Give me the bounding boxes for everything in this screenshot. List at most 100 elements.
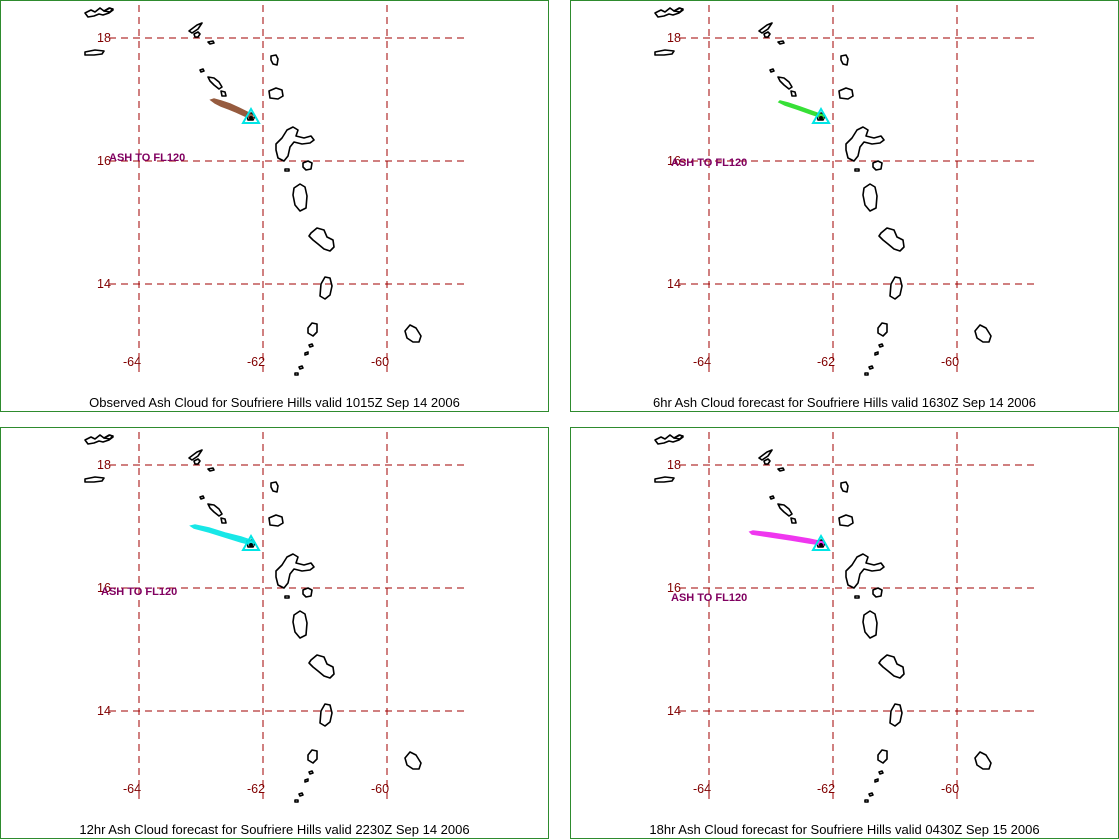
island-montserrat bbox=[246, 112, 256, 121]
longitude-label: -62 bbox=[247, 782, 265, 796]
island-anguilla bbox=[758, 22, 773, 34]
island-st-croix bbox=[84, 49, 105, 56]
longitude-label: -60 bbox=[941, 355, 959, 369]
island-montserrat bbox=[816, 539, 826, 548]
ash-plume-group bbox=[189, 524, 254, 546]
island-st-martin bbox=[763, 31, 771, 38]
island-marie-galante bbox=[302, 160, 313, 171]
island-barbuda bbox=[270, 54, 279, 66]
island-guadeloupe bbox=[845, 126, 885, 162]
island-st-vincent bbox=[307, 749, 318, 764]
island-st-vincent bbox=[307, 322, 318, 337]
island-anguilla bbox=[758, 449, 773, 461]
map-panel-6hr-forecast: 18 16 14 -64 -62 -60 ASH TO FL120 6hr Ash Cloud… bbox=[570, 0, 1119, 412]
island-grenadines-1 bbox=[304, 778, 309, 783]
island-les-saintes bbox=[284, 595, 290, 599]
island-guadeloupe bbox=[275, 553, 315, 589]
island-st-lucia bbox=[889, 703, 903, 727]
island-antigua bbox=[268, 87, 284, 100]
island-saba-eustatius bbox=[769, 495, 775, 500]
island-st-barthelemy bbox=[207, 467, 215, 472]
island-grenadines-1 bbox=[874, 351, 879, 356]
island-antigua bbox=[268, 514, 284, 527]
volcano-vent bbox=[819, 543, 823, 547]
panel-caption: 12hr Ash Cloud forecast for Soufriere Hi… bbox=[79, 822, 470, 837]
island-dominica bbox=[292, 610, 308, 639]
ash-plume bbox=[748, 530, 824, 546]
ash-plume-group bbox=[777, 100, 824, 120]
island-virgin-islands-east bbox=[673, 7, 684, 13]
island-st-lucia bbox=[319, 703, 333, 727]
longitude-label: -64 bbox=[693, 355, 711, 369]
volcano-vent bbox=[249, 116, 253, 120]
island-martinique bbox=[308, 227, 335, 252]
island-barbados bbox=[974, 751, 992, 770]
map-canvas: 18 16 14 -64 -62 -60 ASH TO FL120 bbox=[84, 432, 467, 803]
longitude-label: -64 bbox=[123, 782, 141, 796]
island-guadeloupe bbox=[275, 126, 315, 162]
latitude-label: 16 bbox=[97, 581, 111, 595]
ash-altitude-label: ASH TO FL120 bbox=[671, 592, 747, 604]
longitude-label: -64 bbox=[693, 782, 711, 796]
island-antigua bbox=[838, 87, 854, 100]
volcano-marker bbox=[241, 106, 261, 124]
ash-altitude-label: ASH TO FL120 bbox=[109, 152, 185, 164]
islands bbox=[654, 434, 992, 803]
island-dominica bbox=[292, 183, 308, 212]
ash-plume bbox=[189, 524, 254, 546]
island-st-vincent bbox=[877, 749, 888, 764]
latitude-label: 18 bbox=[667, 458, 681, 472]
island-martinique bbox=[878, 227, 905, 252]
island-st-croix bbox=[84, 476, 105, 483]
island-les-saintes bbox=[854, 168, 860, 172]
island-bequia bbox=[878, 770, 884, 775]
island-martinique bbox=[308, 654, 335, 679]
islands bbox=[84, 7, 422, 376]
latitude-label: 14 bbox=[667, 277, 681, 291]
island-barbuda bbox=[840, 481, 849, 493]
island-st-croix bbox=[654, 49, 675, 56]
longitude-label: -60 bbox=[371, 782, 389, 796]
island-martinique bbox=[878, 654, 905, 679]
island-montserrat bbox=[816, 112, 826, 121]
island-bequia bbox=[308, 343, 314, 348]
island-st-lucia bbox=[889, 276, 903, 300]
panel-caption: 6hr Ash Cloud forecast for Soufriere Hil… bbox=[653, 395, 1036, 410]
island-anguilla bbox=[188, 22, 203, 34]
ash-plume-group bbox=[209, 98, 255, 120]
island-marie-galante bbox=[872, 587, 883, 598]
volcano-marker bbox=[241, 533, 261, 551]
island-st-martin bbox=[763, 458, 771, 465]
island-marie-galante bbox=[302, 587, 313, 598]
island-st-kitts-nevis bbox=[777, 503, 797, 524]
island-virgin-islands-east bbox=[103, 7, 114, 13]
island-barbuda bbox=[840, 54, 849, 66]
map-panel-18hr-forecast: 18 16 14 -64 -62 -60 ASH TO FL120 18hr Ash Clou… bbox=[570, 427, 1119, 839]
island-grenadines-3 bbox=[294, 799, 299, 803]
island-les-saintes bbox=[284, 168, 290, 172]
island-st-barthelemy bbox=[207, 40, 215, 45]
island-dominica bbox=[862, 610, 878, 639]
ash-altitude-label: ASH TO FL120 bbox=[101, 586, 177, 598]
island-st-martin bbox=[193, 31, 201, 38]
volcano-vent bbox=[249, 543, 253, 547]
map-canvas: 18 16 14 -64 -62 -60 ASH TO FL120 bbox=[84, 5, 467, 376]
island-grenadines-2 bbox=[298, 792, 304, 797]
latitude-label: 16 bbox=[667, 154, 681, 168]
island-st-kitts-nevis bbox=[207, 76, 227, 97]
panel-caption: 18hr Ash Cloud forecast for Soufriere Hi… bbox=[649, 822, 1040, 837]
island-st-martin bbox=[193, 458, 201, 465]
ash-plume bbox=[209, 98, 255, 120]
islands bbox=[84, 434, 422, 803]
island-barbados bbox=[404, 751, 422, 770]
map-canvas: 18 16 14 -64 -62 -60 ASH TO FL120 bbox=[654, 5, 1037, 376]
latitude-label: 18 bbox=[97, 458, 111, 472]
island-grenadines-3 bbox=[864, 372, 869, 376]
longitude-label: -62 bbox=[247, 355, 265, 369]
volcano-marker bbox=[811, 533, 831, 551]
latitude-label: 14 bbox=[97, 277, 111, 291]
panel-caption: Observed Ash Cloud for Soufriere Hills v… bbox=[89, 395, 460, 410]
island-st-lucia bbox=[319, 276, 333, 300]
island-st-vincent bbox=[877, 322, 888, 337]
island-st-kitts-nevis bbox=[207, 503, 227, 524]
